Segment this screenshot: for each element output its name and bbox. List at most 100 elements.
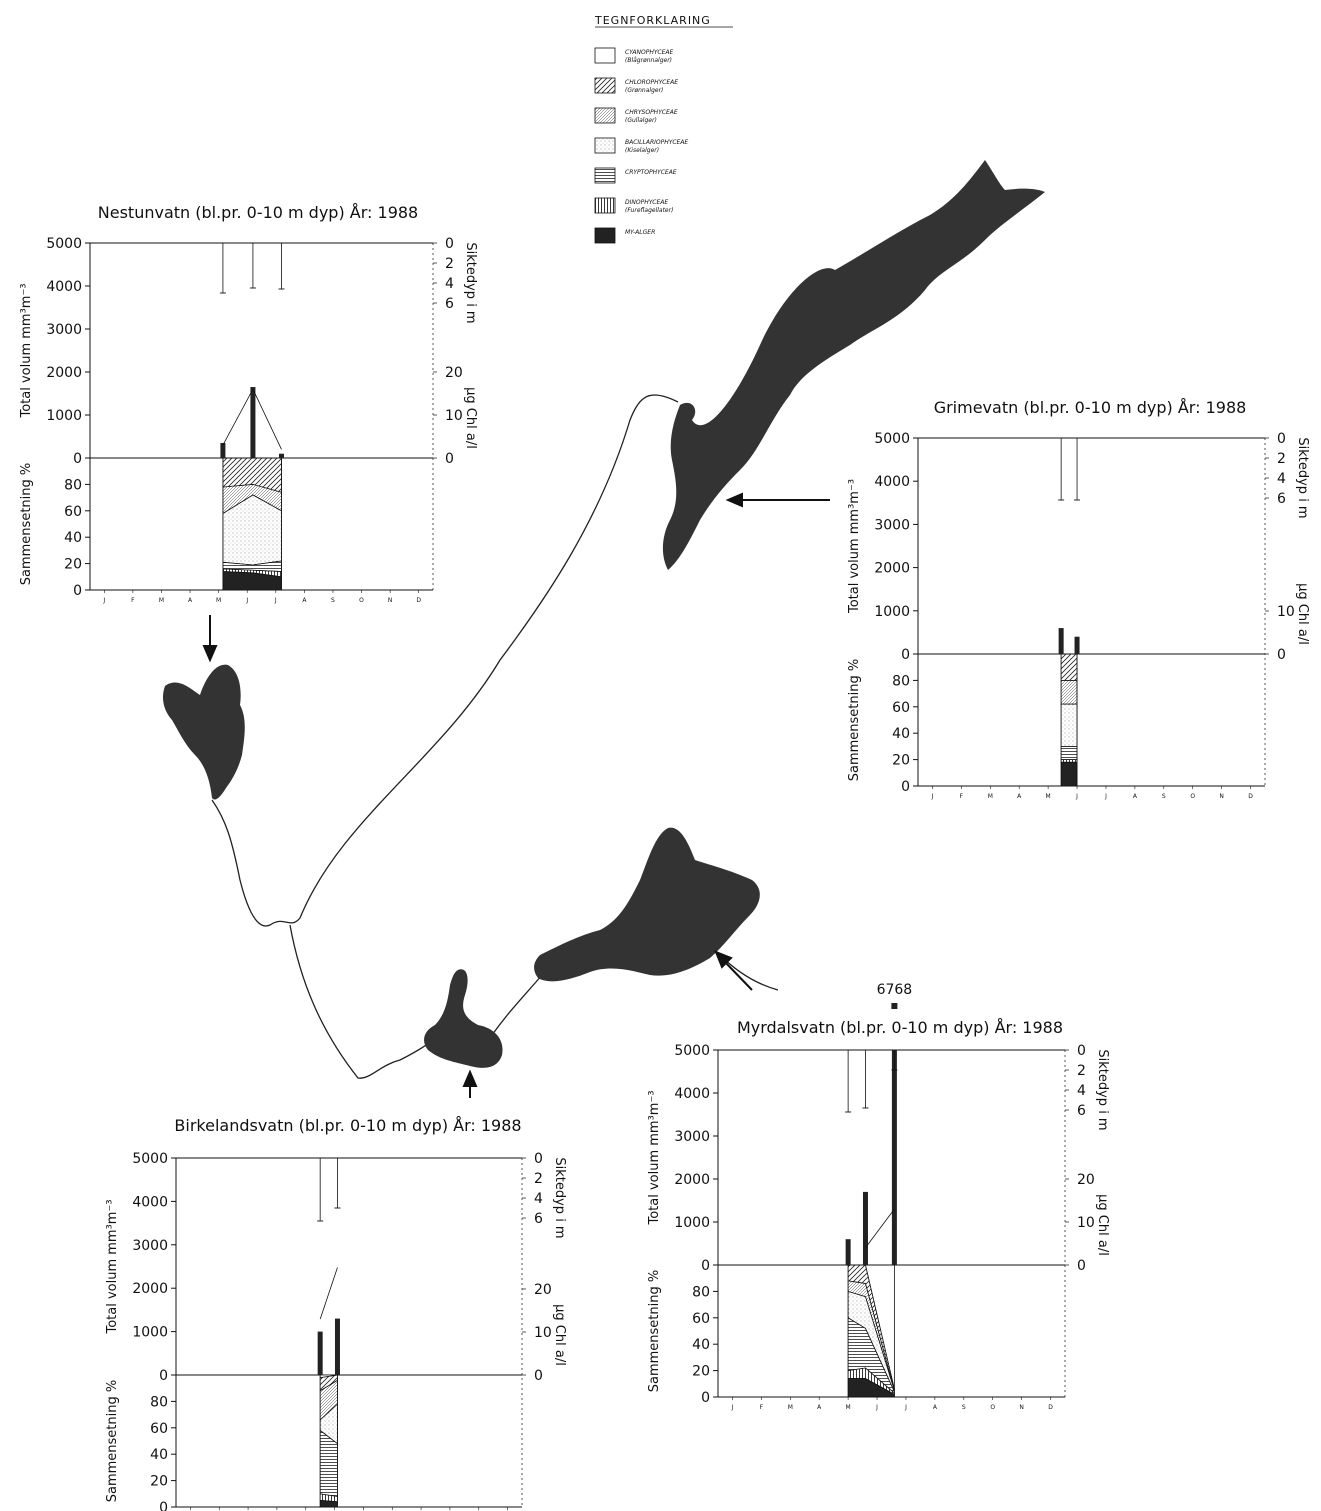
y-tick-label: 5000 — [132, 1151, 168, 1167]
chl-tick-label: 0 — [1077, 1258, 1086, 1274]
legend-swatch — [594, 77, 616, 94]
month-label: J — [102, 597, 105, 604]
chl-tick-label: 20 — [445, 365, 463, 381]
volume-bar — [334, 1318, 340, 1375]
y-tick-label: 3000 — [132, 1238, 168, 1254]
secchi-tick-label: 6 — [1077, 1103, 1086, 1119]
month-label: F — [760, 1404, 764, 1411]
pct-tick-label: 60 — [892, 700, 910, 716]
secchi-tick-label: 4 — [445, 276, 454, 292]
pct-tick-label: 0 — [901, 779, 910, 795]
chl-tick-label: 0 — [1277, 647, 1286, 663]
chart-title: Myrdalsvatn (bl.pr. 0-10 m dyp) År: 1988 — [737, 1018, 1063, 1037]
legend-label: BACILLARIOPHYCEAE — [625, 139, 688, 146]
y-tick-label: 3000 — [46, 322, 82, 338]
month-label: A — [188, 597, 193, 604]
right-axis-label-secchi: Siktedyp i m — [1295, 437, 1310, 518]
composition-band — [1060, 761, 1078, 787]
chart-title: Birkelandsvatn (bl.pr. 0-10 m dyp) År: 1… — [174, 1116, 521, 1135]
legend-swatch — [594, 167, 616, 184]
month-label: F — [960, 793, 964, 800]
y-axis-label: Total volum mm³m⁻³ — [847, 479, 862, 614]
secchi-tick-label: 0 — [1077, 1043, 1086, 1059]
chart-myrdalsvatn: Myrdalsvatn (bl.pr. 0-10 m dyp) År: 1988… — [647, 982, 1110, 1411]
chl-tick-label: 10 — [445, 408, 463, 424]
month-label: O — [1190, 793, 1195, 800]
chart-title: Nestunvatn (bl.pr. 0-10 m dyp) År: 1988 — [98, 203, 418, 222]
legend-label: DINOPHYCEAE — [625, 199, 668, 206]
pct-tick-label: 60 — [692, 1311, 710, 1327]
secchi-tick-label: 6 — [445, 296, 454, 312]
legend-swatch — [594, 47, 616, 64]
overflow-value-label: 6768 — [877, 982, 913, 998]
month-label: S — [1162, 793, 1166, 800]
pct-tick-label: 20 — [64, 557, 82, 573]
composition-band — [1060, 703, 1078, 747]
legend-label: CHLOROPHYCEAE — [625, 79, 678, 86]
composition-band — [1060, 759, 1078, 763]
y-tick-label: 4000 — [674, 1086, 710, 1102]
legend-swatch — [594, 137, 616, 154]
month-label: A — [933, 1404, 938, 1411]
month-label: J — [731, 1404, 734, 1411]
y-axis-label: Total volum mm³m⁻³ — [647, 1090, 662, 1225]
y-tick-label: 2000 — [132, 1281, 168, 1297]
volume-bar — [1058, 628, 1064, 654]
y-axis-label: Total volum mm³m⁻³ — [19, 283, 34, 418]
month-label: M — [788, 1404, 793, 1411]
chart-nestunvatn: Nestunvatn (bl.pr. 0-10 m dyp) År: 1988 0… — [19, 203, 478, 604]
chl-tick-label: 0 — [445, 451, 454, 467]
composition-band — [1060, 653, 1078, 681]
y-tick-label: 1000 — [674, 1215, 710, 1231]
y-tick-label: 4000 — [46, 279, 82, 295]
arrow-myrdalsvatn — [724, 961, 753, 991]
legend-label: MY-ALGER — [625, 229, 655, 236]
legend-swatch — [594, 227, 616, 244]
month-label: A — [1133, 793, 1138, 800]
secchi-tick-label: 2 — [445, 256, 454, 272]
month-label: M — [846, 1404, 851, 1411]
month-label: J — [1075, 793, 1078, 800]
arrow-head-nestunvatn — [202, 645, 218, 663]
chl-tick-label: 10 — [1077, 1215, 1095, 1231]
y-tick-label: 2000 — [874, 561, 910, 577]
legend-label: CRYPTOPHYCEAE — [625, 169, 677, 176]
pct-tick-label: 60 — [64, 504, 82, 520]
legend-title: TEGNFORKLARING — [594, 14, 711, 27]
pct-tick-label: 0 — [159, 1500, 168, 1511]
legend: TEGNFORKLARING CYANOPHYCEAE(Blågrønnalge… — [594, 14, 733, 244]
river-path — [211, 394, 779, 1079]
secchi-tick-label: 4 — [1077, 1083, 1086, 1099]
chl-line — [222, 388, 282, 450]
y-axis-label-composition: Sammensetning % — [847, 659, 862, 781]
pct-tick-label: 20 — [692, 1364, 710, 1380]
arrow-head-birkelandsvatn — [462, 1069, 478, 1087]
pct-tick-label: 80 — [64, 477, 82, 493]
legend-label: CHRYSOPHYCEAE — [625, 109, 678, 116]
y-tick-label: 5000 — [674, 1043, 710, 1059]
chart-birkelandsvatn: Birkelandsvatn (bl.pr. 0-10 m dyp) År: 1… — [105, 1116, 567, 1511]
volume-bar — [279, 453, 285, 458]
pct-tick-label: 40 — [64, 530, 82, 546]
month-label: S — [962, 1404, 966, 1411]
y-axis-label-composition: Sammensetning % — [105, 1380, 120, 1502]
legend-sublabel: (Kiselalger) — [625, 147, 659, 154]
y-axis-label-composition: Sammensetning % — [647, 1270, 662, 1392]
chl-tick-label: 10 — [1277, 604, 1295, 620]
month-label: M — [159, 597, 164, 604]
right-axis-label-secchi: Siktedyp i m — [463, 242, 478, 323]
chart-grimevatn: Grimevatn (bl.pr. 0-10 m dyp) År: 1988 0 1… — [847, 398, 1310, 800]
legend-sublabel: (Gullalger) — [625, 117, 657, 124]
volume-bar — [862, 1191, 868, 1265]
arrow-head-grimevatn — [725, 492, 743, 508]
arrow-head-myrdalsvatn — [714, 950, 733, 969]
month-label: O — [359, 597, 364, 604]
month-label: D — [416, 597, 421, 604]
pct-tick-label: 80 — [692, 1284, 710, 1300]
right-axis-label-chl: µg Chl a/l — [463, 387, 478, 449]
month-label: J — [904, 1404, 907, 1411]
lake-grimevatn — [662, 160, 1045, 570]
volume-bar — [845, 1239, 851, 1265]
composition-band — [1060, 680, 1078, 705]
y-tick-label: 5000 — [46, 236, 82, 252]
